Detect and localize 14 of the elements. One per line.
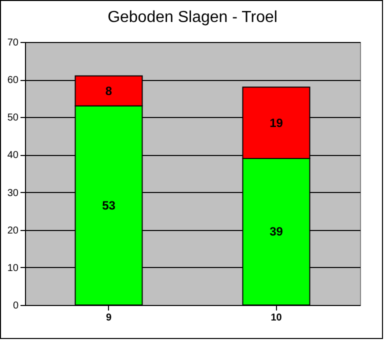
y-tick-label: 60	[7, 75, 19, 86]
data-label: 8	[105, 84, 112, 98]
y-tick-label: 50	[7, 112, 19, 124]
y-tick-label: 30	[7, 188, 19, 199]
x-tick-label: 9	[106, 312, 112, 324]
y-tick-label: 70	[7, 38, 19, 48]
data-label: 19	[270, 116, 284, 130]
chart-title: Geboden Slagen - Troel	[108, 9, 278, 26]
y-tick-label: 10	[7, 262, 19, 274]
y-tick-label: 20	[7, 225, 19, 236]
y-tick-label: 0	[12, 300, 19, 312]
data-label: 53	[102, 198, 116, 212]
data-label: 39	[270, 224, 284, 239]
y-tick-label: 40	[7, 150, 19, 162]
